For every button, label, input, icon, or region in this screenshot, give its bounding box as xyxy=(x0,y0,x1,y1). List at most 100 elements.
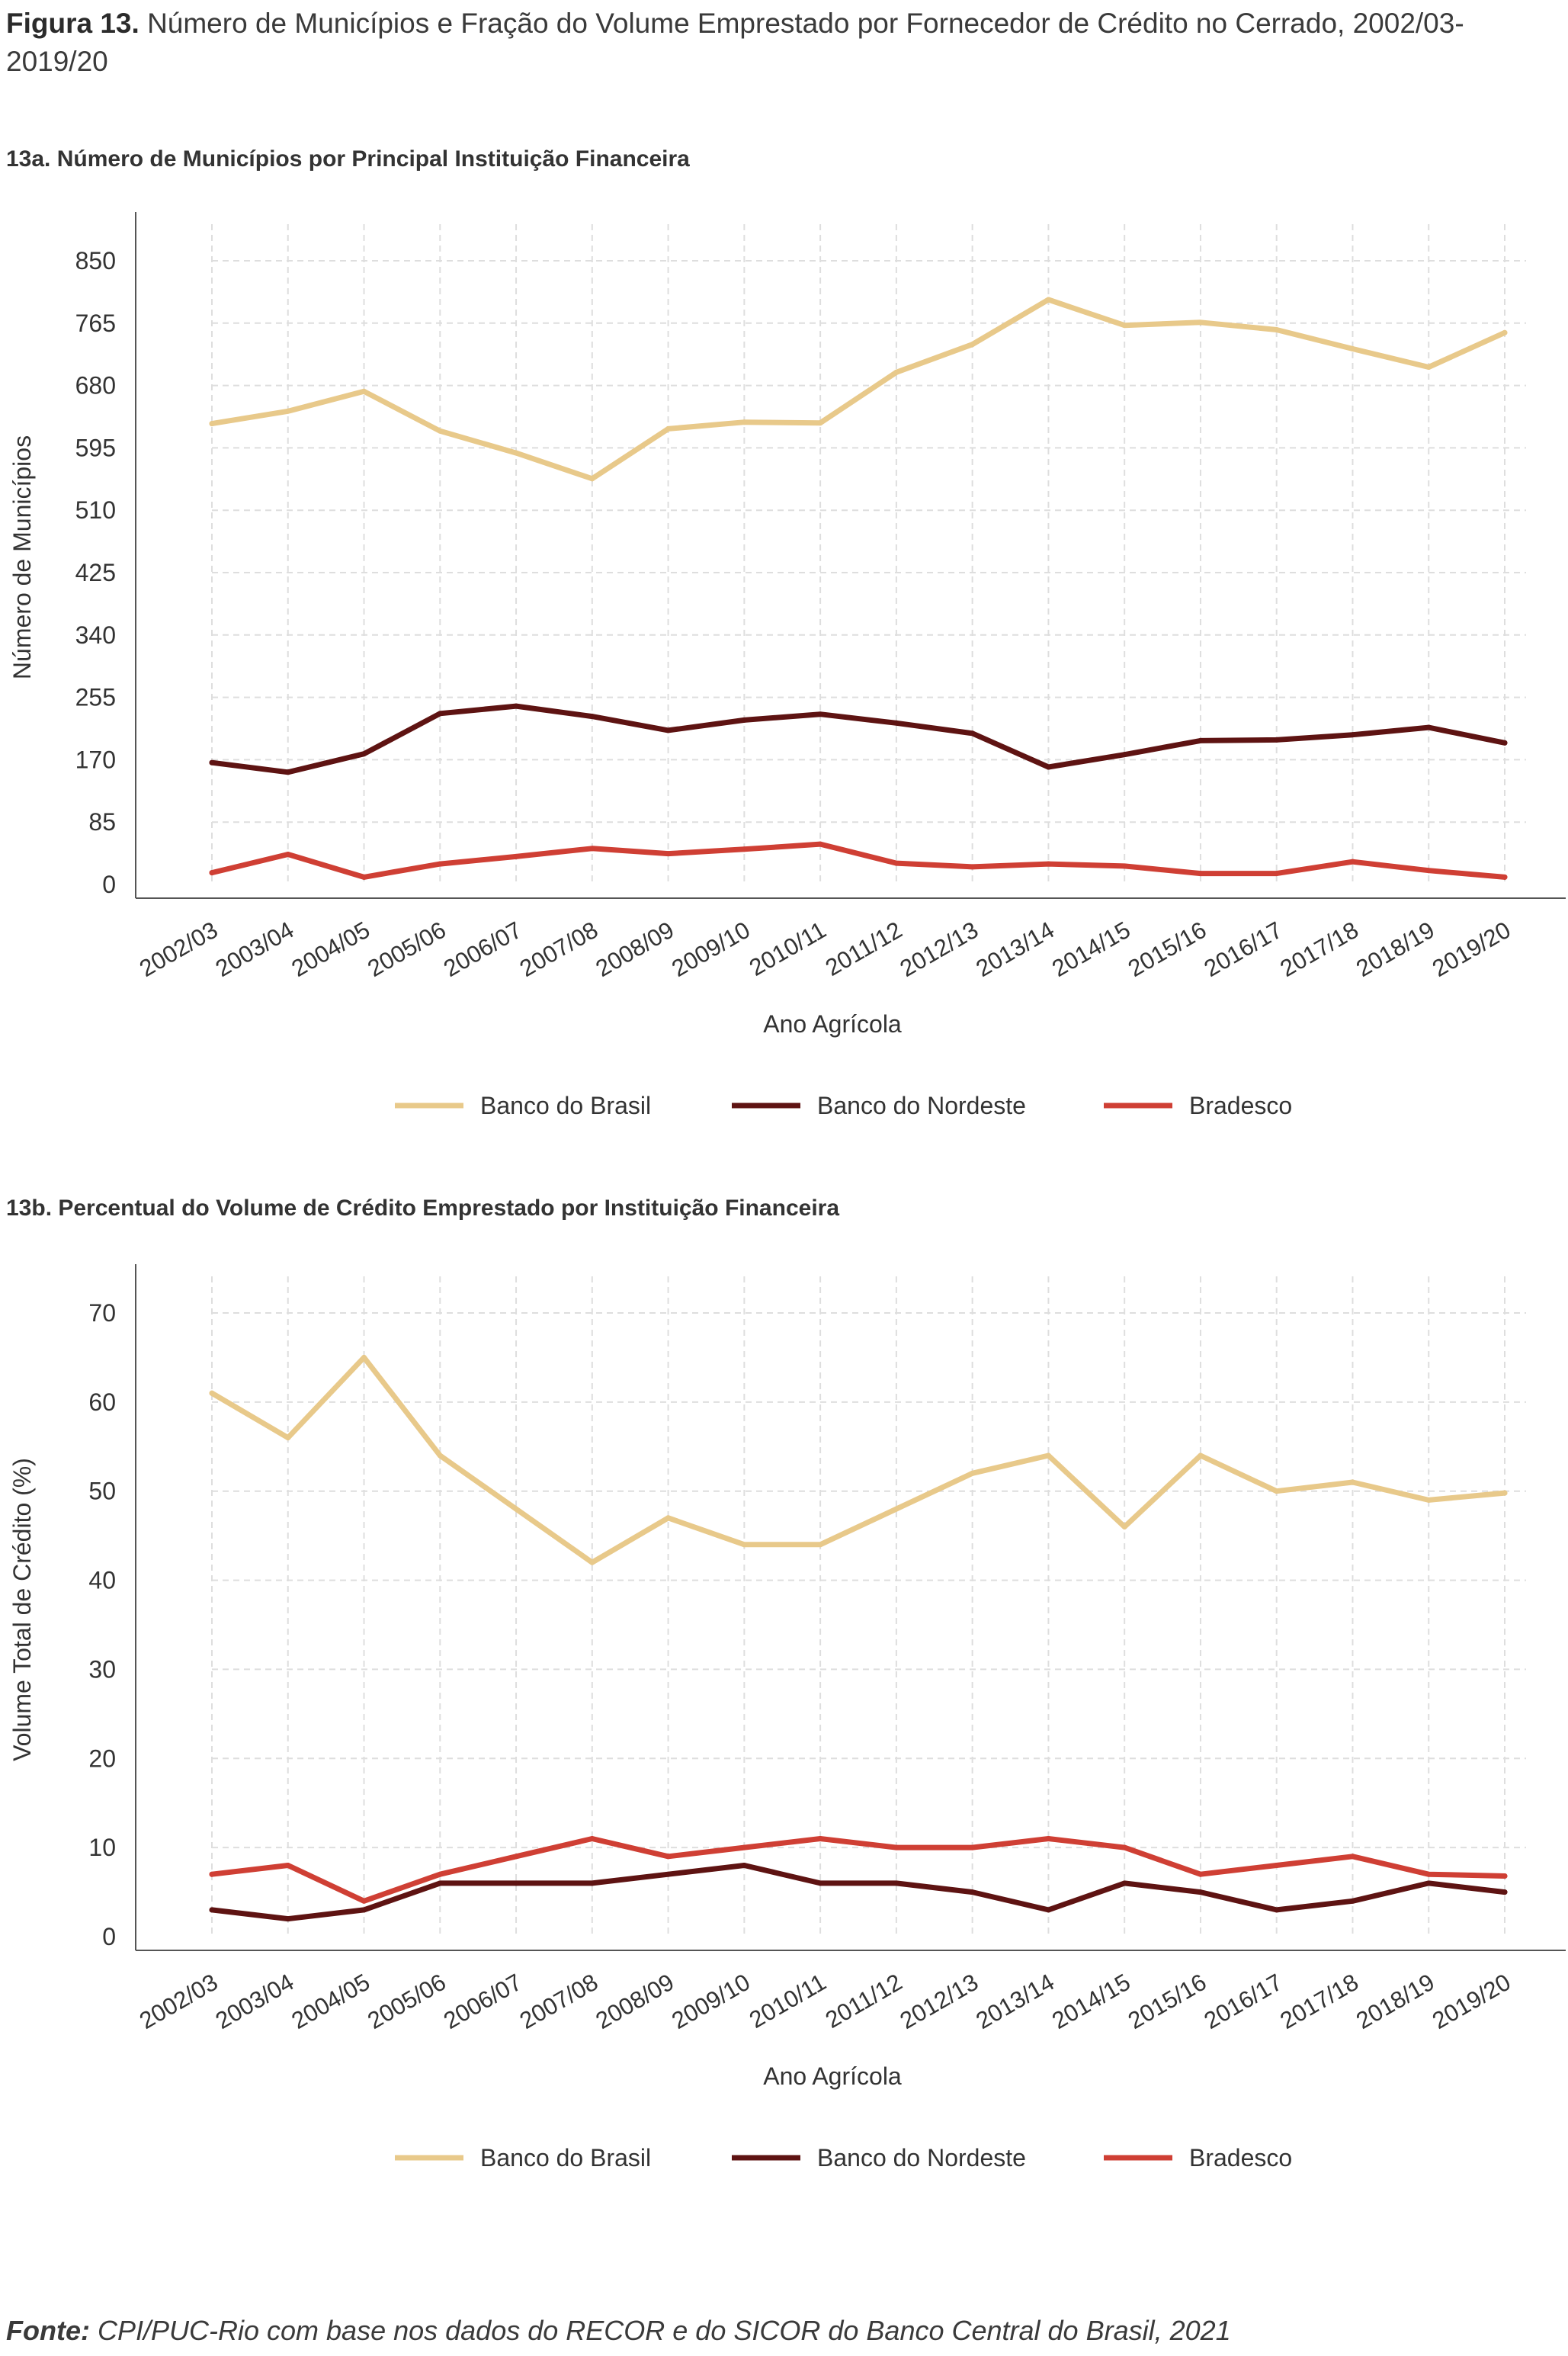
x-tick-label: 2008/09 xyxy=(592,916,679,982)
data-point xyxy=(1502,1490,1508,1496)
source-note: Fonte: CPI/PUC-Rio com base nos dados do… xyxy=(6,2315,1231,2347)
y-tick-label: 10 xyxy=(88,1834,116,1861)
x-axis-title: Ano Agrícola xyxy=(763,1010,902,1038)
data-point xyxy=(1198,319,1204,326)
y-tick-label: 170 xyxy=(75,746,116,773)
x-tick-label: 2004/05 xyxy=(287,916,374,982)
data-point xyxy=(1045,1452,1051,1459)
x-tick-label: 2005/06 xyxy=(363,1969,451,2034)
data-point xyxy=(665,851,672,857)
data-point xyxy=(285,1863,291,1869)
series-line-banco-do-nordeste xyxy=(209,703,1508,775)
x-tick-label: 2014/15 xyxy=(1047,916,1135,982)
data-point xyxy=(1198,871,1204,877)
data-point xyxy=(209,759,215,766)
data-point xyxy=(893,369,899,375)
y-tick-label: 425 xyxy=(75,559,116,586)
data-point xyxy=(1425,724,1432,730)
y-tick-label: 50 xyxy=(88,1478,116,1505)
data-point xyxy=(1349,1479,1355,1485)
data-point xyxy=(437,1871,443,1877)
data-point xyxy=(817,841,823,847)
y-tick-label: 340 xyxy=(75,621,116,649)
y-tick-label: 40 xyxy=(88,1567,116,1594)
series-line-bradesco xyxy=(209,1836,1508,1904)
data-point xyxy=(970,342,976,348)
data-point xyxy=(361,1354,367,1360)
x-tick-label: 2004/05 xyxy=(287,1969,374,2034)
chart-b: 0 10 20 30 40 50 60 70 2002/032003/042004/052005… xyxy=(8,1264,1566,2171)
data-point xyxy=(1502,1873,1508,1879)
data-point xyxy=(817,1880,823,1886)
x-tick-label: 2009/10 xyxy=(667,916,755,982)
data-point xyxy=(437,1880,443,1886)
x-tick-label: 2002/03 xyxy=(135,1969,223,2034)
data-point xyxy=(665,1854,672,1860)
data-point xyxy=(361,388,367,394)
data-point xyxy=(1274,1907,1280,1913)
data-point xyxy=(513,1880,519,1886)
data-point xyxy=(589,846,595,852)
data-point xyxy=(1198,737,1204,743)
data-point xyxy=(1045,1907,1051,1913)
data-point xyxy=(1121,323,1127,329)
y-tick-label: 850 xyxy=(75,247,116,274)
y-tick-label: 255 xyxy=(75,684,116,711)
source-label: Fonte: xyxy=(6,2315,90,2346)
y-tick-label: 20 xyxy=(88,1745,116,1772)
legend-label: Banco do Brasil xyxy=(480,1092,651,1119)
y-tick-label: 0 xyxy=(102,1923,116,1950)
data-point xyxy=(1349,1898,1355,1904)
figure-label: Figura 13. xyxy=(6,8,139,39)
data-point xyxy=(1502,1889,1508,1895)
data-point xyxy=(1502,874,1508,880)
x-tick-label: 2018/19 xyxy=(1352,916,1439,982)
data-point xyxy=(1502,740,1508,746)
data-point xyxy=(741,1542,747,1548)
y-tick-label: 60 xyxy=(88,1388,116,1416)
x-tick-label: 2008/09 xyxy=(592,1969,679,2034)
data-point xyxy=(741,1844,747,1850)
data-point xyxy=(1121,1880,1127,1886)
x-tick-label: 2013/14 xyxy=(971,1969,1059,2034)
data-point xyxy=(513,703,519,709)
chart-b-subtitle: 13b. Percentual do Volume de Crédito Emp… xyxy=(6,1196,840,1221)
data-point xyxy=(589,1880,595,1886)
data-point xyxy=(741,419,747,425)
data-point xyxy=(1425,1880,1432,1886)
data-point xyxy=(1425,1871,1432,1877)
data-point xyxy=(437,1452,443,1459)
data-point xyxy=(1425,364,1432,371)
data-point xyxy=(513,853,519,859)
x-tick-label: 2019/20 xyxy=(1428,916,1515,982)
data-point xyxy=(1274,1863,1280,1869)
data-point xyxy=(437,428,443,434)
y-axis-title: Volume Total de Crédito (%) xyxy=(8,1458,36,1761)
x-tick-label: 2018/19 xyxy=(1352,1969,1439,2034)
legend-label: Banco do Brasil xyxy=(480,2144,651,2171)
data-point xyxy=(589,1835,595,1841)
data-point xyxy=(361,1907,367,1913)
data-point xyxy=(1274,326,1280,332)
data-point xyxy=(1274,871,1280,877)
data-point xyxy=(285,1916,291,1922)
x-tick-label: 2015/16 xyxy=(1124,916,1211,982)
data-point xyxy=(1274,1488,1280,1494)
data-point xyxy=(1502,329,1508,335)
x-tick-label: 2010/11 xyxy=(745,916,831,981)
x-tick-label: 2003/04 xyxy=(211,916,299,982)
y-tick-label: 595 xyxy=(75,434,116,461)
data-point xyxy=(665,727,672,733)
series-line-banco-do-brasil xyxy=(209,297,1508,482)
data-point xyxy=(1121,752,1127,758)
y-tick-label: 510 xyxy=(75,496,116,524)
x-tick-label: 2014/15 xyxy=(1047,1969,1135,2034)
data-point xyxy=(1045,1835,1051,1841)
data-point xyxy=(970,1470,976,1476)
data-point xyxy=(1121,1844,1127,1850)
source-text: CPI/PUC-Rio com base nos dados do RECOR … xyxy=(97,2315,1231,2346)
data-point xyxy=(665,1515,672,1521)
x-tick-label: 2011/12 xyxy=(821,916,907,981)
x-tick-label: 2002/03 xyxy=(135,916,223,982)
x-tick-label: 2011/12 xyxy=(821,1969,907,2033)
